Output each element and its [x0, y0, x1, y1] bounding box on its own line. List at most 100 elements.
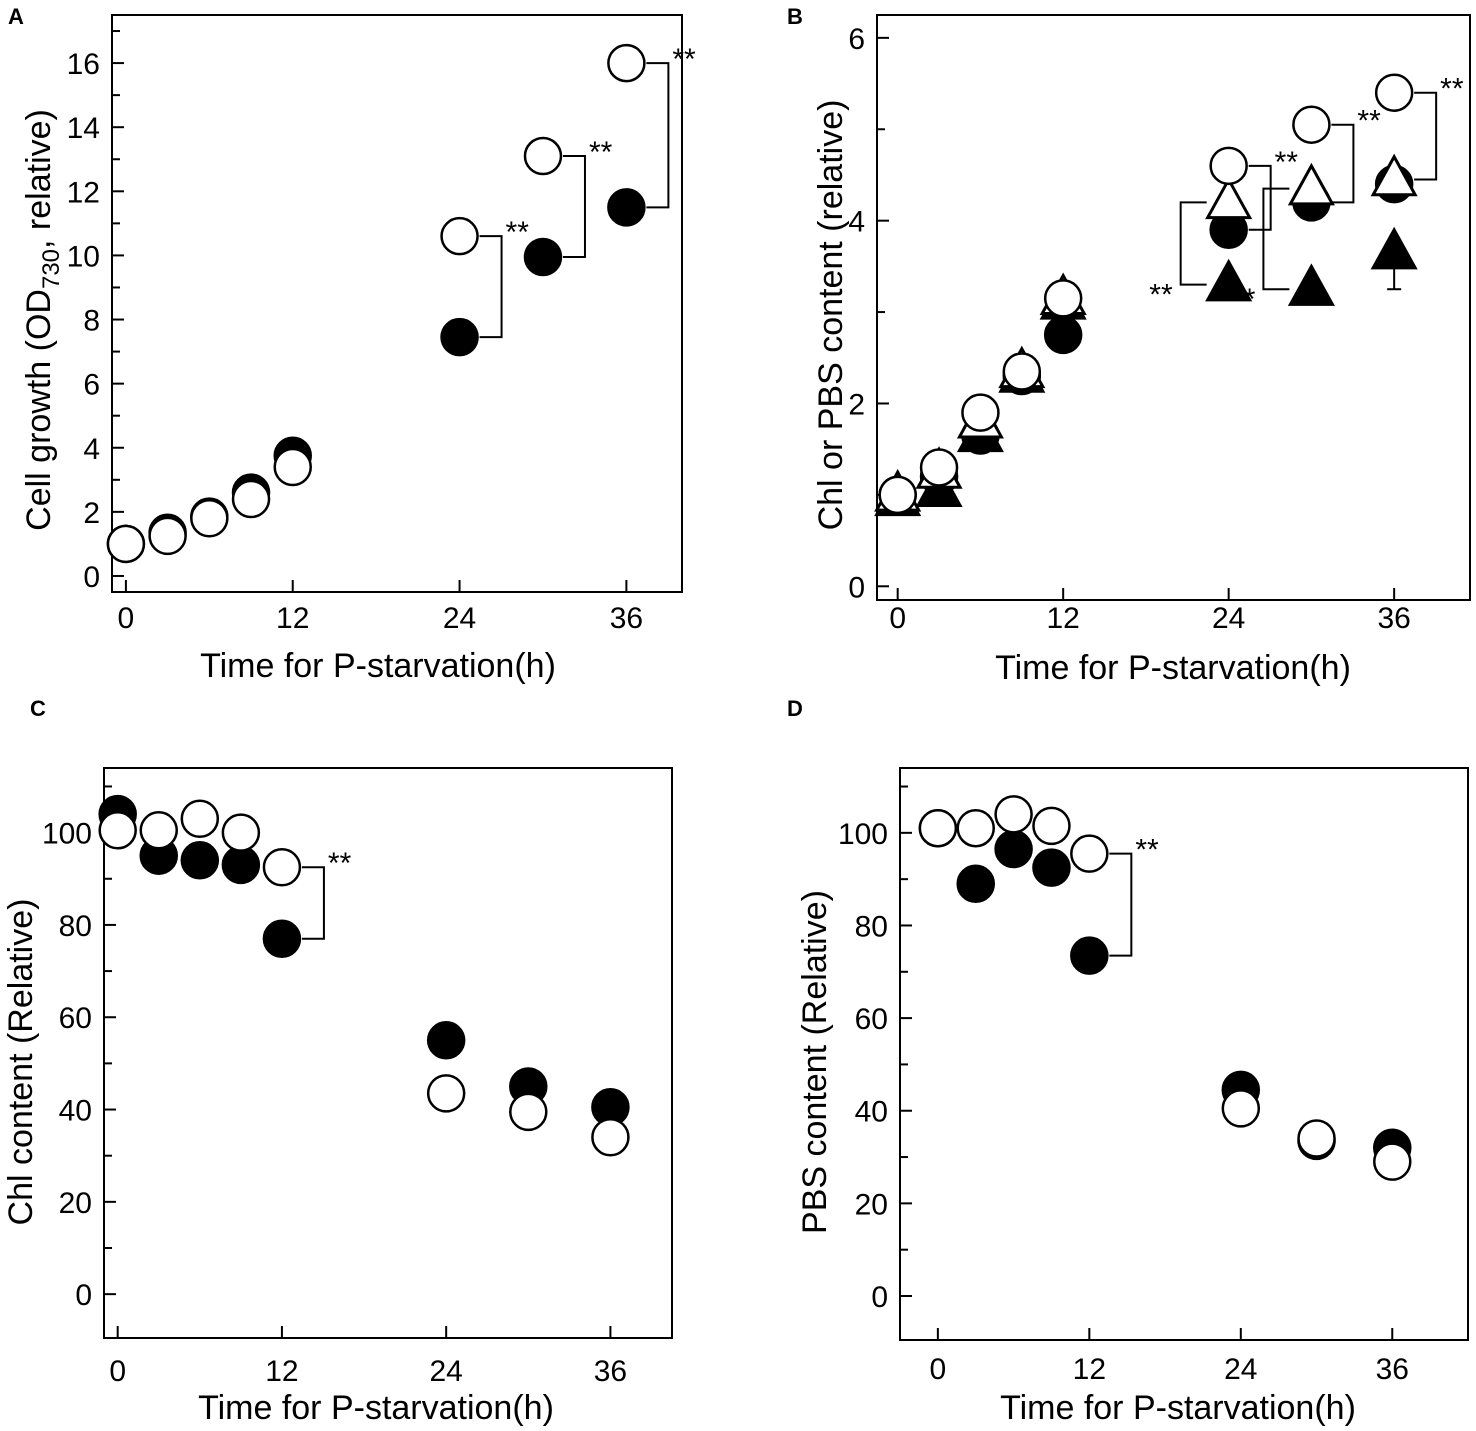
panel-a: A Cell growth (OD730, relative) Time for…	[8, 4, 696, 685]
panel-label-b: B	[787, 4, 803, 29]
open-circle-point-c	[139, 811, 178, 850]
plot-frame-b	[876, 14, 1471, 601]
open-circle-point-d	[956, 808, 995, 848]
y-tick-label-d: 60	[855, 1003, 888, 1036]
panel-label-d: D	[787, 696, 803, 721]
open-circle-point-b	[1002, 352, 1042, 391]
panel-d: D PBS content (Relative) Time for P-star…	[787, 696, 1469, 1427]
open-triangle-point-b	[1205, 176, 1253, 220]
x-tick-label-b: 24	[1212, 602, 1245, 635]
filled-triangle-point-b	[1370, 226, 1418, 270]
filled-triangle-point-b	[1205, 258, 1253, 302]
x-tick-label-d: 12	[1073, 1353, 1106, 1386]
marks-d: **	[918, 795, 1412, 1181]
filled-circle-point-a	[607, 188, 646, 227]
y-tick-label-a: 0	[83, 561, 100, 594]
x-tick-label-a: 36	[610, 602, 643, 635]
x-tick-label-c: 36	[594, 1355, 627, 1388]
open-circle-point-b	[1043, 279, 1083, 318]
filled-circle-point-c	[262, 919, 302, 959]
open-triangle-point-b	[1287, 162, 1335, 206]
y-axis-title-c: Chl content (Relative)	[2, 899, 40, 1226]
open-circle-point-b	[1209, 146, 1248, 186]
panel-c: C Chl content (Relative) Time for P-star…	[2, 696, 673, 1427]
x-tick-label-d: 36	[1376, 1353, 1409, 1386]
open-circle-point-b	[961, 393, 1000, 432]
open-circle-point-d	[1032, 806, 1071, 846]
y-tick-label-a: 14	[67, 112, 100, 145]
filled-triangle-point-b	[1287, 263, 1335, 306]
filled-circle-point-c	[180, 841, 220, 880]
open-circle-point-c	[98, 811, 137, 850]
open-circle-point-b	[878, 475, 917, 515]
significance-label-b: **	[1357, 105, 1381, 138]
open-circle-point-d	[1221, 1089, 1261, 1128]
y-axis-title-d: PBS content (Relative)	[796, 890, 834, 1234]
panel-label-c: C	[30, 696, 46, 721]
y-tick-label-c: 0	[75, 1279, 92, 1312]
filled-circle-point-c	[426, 1021, 466, 1060]
y-tick-label-d: 100	[838, 818, 888, 851]
open-circle-point-c	[221, 813, 261, 852]
marks-a: ** ** **	[106, 43, 696, 564]
significance-label-d: **	[1135, 834, 1159, 867]
x-tick-label-c: 0	[109, 1355, 126, 1388]
y-tick-label-a: 2	[83, 497, 100, 530]
significance-label-a: **	[672, 43, 696, 76]
open-circle-point-c	[591, 1117, 630, 1157]
plot-frame-d	[899, 767, 1469, 1341]
filled-circle-point-a	[440, 317, 479, 357]
open-circle-point-c	[426, 1074, 466, 1113]
significance-label-a: **	[589, 136, 613, 169]
y-tick-label-b: 0	[848, 571, 865, 604]
significance-bracket-c	[301, 866, 325, 940]
y-tick-label-c: 100	[42, 818, 92, 851]
plot-frame-a	[111, 14, 683, 593]
open-circle-point-a	[607, 43, 646, 83]
x-tick-label-c: 12	[265, 1355, 298, 1388]
y-tick-label-b: 2	[848, 388, 865, 421]
filled-circle-point-d	[1070, 936, 1109, 975]
filled-circle-point-c	[221, 845, 261, 885]
plot-frame-c	[103, 767, 673, 1339]
y-tick-label-a: 8	[83, 305, 100, 338]
y-tick-label-a: 12	[67, 176, 100, 209]
significance-bracket-d	[1109, 852, 1133, 957]
open-circle-point-d	[994, 795, 1033, 834]
y-tick-label-d: 80	[855, 910, 888, 943]
y-tick-label-a: 16	[67, 48, 100, 81]
y-tick-label-c: 20	[59, 1187, 92, 1220]
filled-circle-point-d	[956, 864, 995, 904]
filled-circle-point-a	[523, 237, 563, 277]
significance-label-b: **	[1440, 73, 1464, 106]
open-circle-point-d	[1373, 1142, 1412, 1181]
marks-b: ** ** ** ** **	[874, 73, 1464, 517]
filled-circle-point-d	[994, 829, 1033, 869]
significance-bracket-b	[1414, 91, 1438, 181]
y-tick-label-c: 80	[59, 910, 92, 943]
marks-c: **	[98, 794, 630, 1157]
significance-bracket-b	[1248, 164, 1272, 231]
y-tick-label-a: 6	[83, 369, 100, 402]
open-circle-point-d	[1070, 834, 1109, 873]
panel-b: B Chl or PBS content (relative) Time for…	[787, 4, 1471, 687]
open-circle-point-a	[440, 216, 479, 256]
open-circle-point-a	[106, 524, 146, 564]
x-tick-label-b: 12	[1046, 602, 1079, 635]
x-axis-title-b: Time for P-starvation(h)	[995, 649, 1351, 687]
x-tick-label-c: 24	[429, 1355, 462, 1388]
open-circle-point-c	[180, 799, 220, 839]
filled-circle-point-d	[1032, 848, 1071, 887]
x-axis-title-d: Time for P-starvation(h)	[1000, 1389, 1356, 1427]
open-circle-point-a	[148, 516, 187, 556]
y-axis-title-b: Chl or PBS content (relative)	[812, 100, 850, 531]
significance-label-b: **	[1149, 279, 1173, 312]
significance-bracket-b	[1262, 187, 1290, 291]
significance-bracket-b	[1331, 123, 1355, 204]
open-circle-point-d	[918, 808, 958, 848]
x-tick-label-a: 0	[118, 602, 135, 635]
open-circle-point-c	[509, 1092, 548, 1132]
significance-label-c: **	[328, 847, 352, 880]
